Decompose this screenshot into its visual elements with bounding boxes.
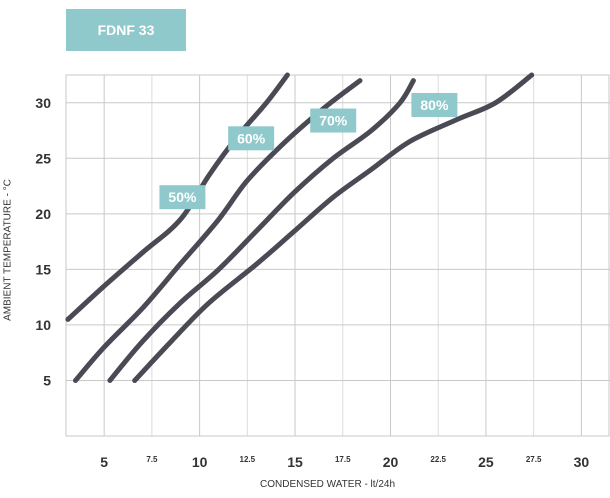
- y-tick-label: 15: [35, 261, 51, 277]
- series-label-80pct: 80%: [420, 97, 449, 113]
- x-minor-tick-label: 17.5: [335, 455, 351, 464]
- y-tick-label: 25: [35, 150, 51, 166]
- series-label-bg-60pct: [228, 126, 275, 151]
- x-minor-tick-label: 12.5: [240, 455, 256, 464]
- chart-title-badge: FDNF 33: [66, 9, 186, 51]
- x-tick-label: 5: [100, 454, 108, 470]
- tick-labels: 5 10 15 20 25 30 7.5 12.5 17.5 22.5 27.5 5 10 15 20 25 3…: [35, 95, 589, 470]
- x-minor-tick-label: 27.5: [526, 455, 542, 464]
- x-tick-label: 25: [478, 454, 494, 470]
- x-minor-tick-label: 22.5: [430, 455, 446, 464]
- series-curve-80pct: [132, 72, 535, 383]
- x-axis-title: CONDENSED WATER - lt/24h: [260, 479, 396, 490]
- x-minor-tick-label: 7.5: [146, 455, 158, 464]
- x-tick-label: 20: [383, 454, 399, 470]
- series-label-70pct: 70%: [319, 113, 348, 129]
- y-tick-label: 30: [35, 95, 51, 111]
- x-tick-label: 15: [287, 454, 303, 470]
- y-axis-title: AMBIENT TEMPERATURE - °C: [2, 179, 14, 321]
- y-tick-label: 10: [35, 317, 51, 333]
- series-labels: 50% 60% 70% 80%: [159, 92, 458, 210]
- x-tick-label: 30: [574, 454, 590, 470]
- series-label-bg-80pct: [411, 92, 458, 117]
- y-tick-label: 20: [35, 206, 51, 222]
- grid: [66, 75, 610, 436]
- plot-border: [65, 74, 610, 437]
- series-label-bg-50pct: [159, 185, 206, 210]
- series-label-bg-70pct: [310, 108, 357, 133]
- series-label-50pct: 50%: [168, 189, 197, 205]
- series-curve-70pct: [107, 78, 416, 383]
- y-tick-label: 5: [43, 372, 51, 388]
- series-curves: [65, 72, 535, 383]
- x-tick-label: 10: [192, 454, 208, 470]
- series-label-60pct: 60%: [237, 130, 266, 146]
